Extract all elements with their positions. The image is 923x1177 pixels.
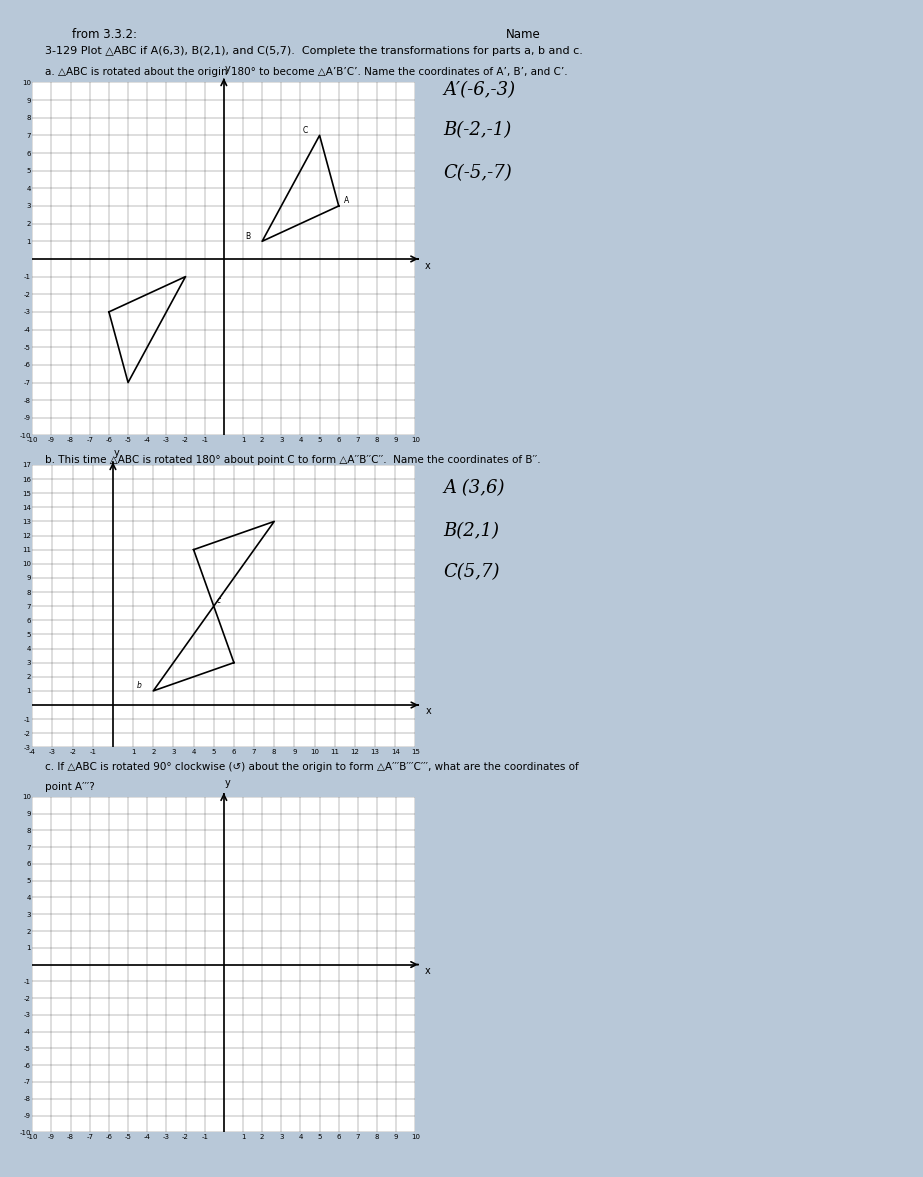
Text: 3-129 Plot △ABC if A(6,3), B(2,1), and C(5,7).  Complete the transformations for: 3-129 Plot △ABC if A(6,3), B(2,1), and C… — [45, 46, 583, 56]
Text: b: b — [138, 681, 142, 690]
Text: c. If △ABC is rotated 90° clockwise (↺) about the origin to form △A′′′B′′′C′′′, : c. If △ABC is rotated 90° clockwise (↺) … — [45, 762, 579, 771]
Text: A: A — [343, 197, 349, 205]
Text: C(-5,-7): C(-5,-7) — [444, 164, 512, 182]
Text: y: y — [225, 778, 231, 789]
Text: A′(-6,-3): A′(-6,-3) — [444, 81, 516, 99]
Text: y: y — [225, 64, 231, 73]
Text: point A′′′?: point A′′′? — [45, 783, 95, 792]
Text: C(5,7): C(5,7) — [444, 563, 500, 581]
Text: c: c — [217, 597, 221, 605]
Text: x: x — [425, 261, 431, 271]
Text: B: B — [245, 232, 250, 240]
Text: from 3.3.2:: from 3.3.2: — [72, 28, 137, 41]
Text: Name: Name — [506, 28, 541, 41]
Text: B(-2,-1): B(-2,-1) — [444, 121, 512, 139]
Text: A (3,6): A (3,6) — [444, 479, 505, 497]
Text: B(2,1): B(2,1) — [444, 521, 499, 539]
Text: x: x — [426, 706, 431, 716]
Text: x: x — [425, 966, 431, 976]
Text: C: C — [303, 126, 307, 134]
Text: y: y — [114, 448, 120, 458]
Text: a. △ABC is rotated about the origin 180° to become △A’B’C’. Name the coordinates: a. △ABC is rotated about the origin 180°… — [45, 67, 568, 78]
Text: b. This time △ABC is rotated 180° about point C to form △A′′B′′C′′.  Name the co: b. This time △ABC is rotated 180° about … — [45, 454, 541, 465]
